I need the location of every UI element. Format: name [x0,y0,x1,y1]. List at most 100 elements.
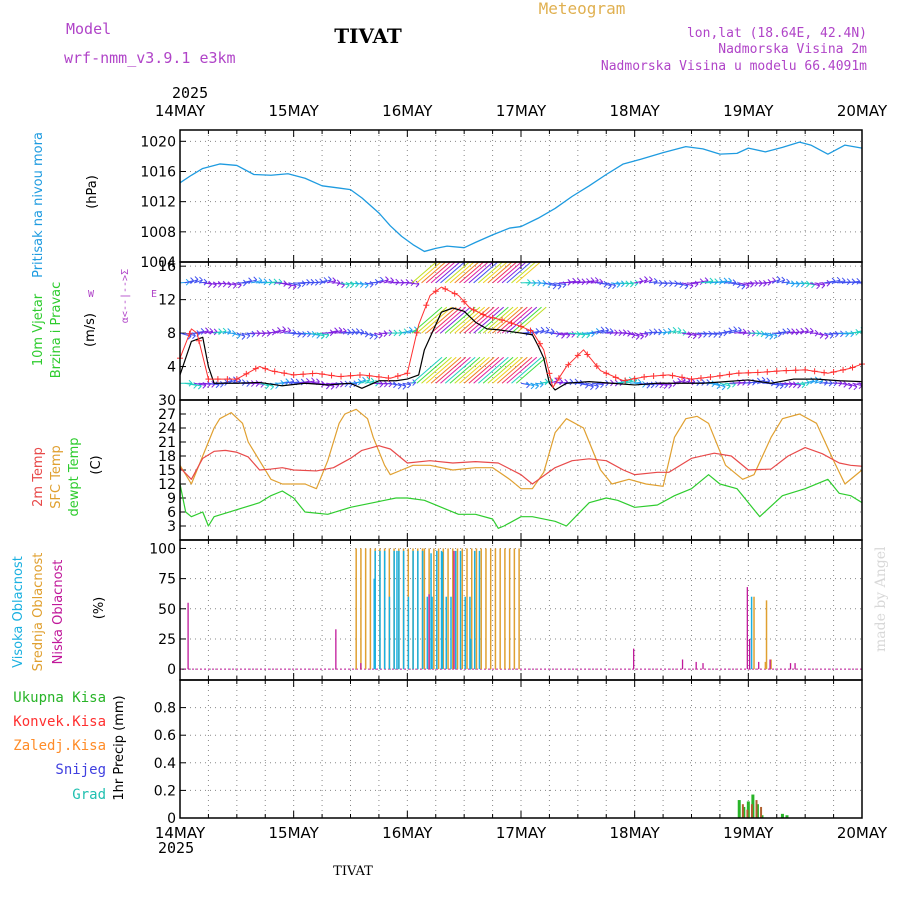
x-label-bottom: 16MAY [382,824,433,842]
wind-arrow [444,356,476,384]
wind-arrow-head [273,278,278,283]
wind-arrow [359,282,369,286]
wind-arrow [435,262,461,284]
wind-arrow-head [805,327,809,331]
wind-arrow [449,262,475,284]
wind-arrow-head [576,334,581,338]
wind-arrow-head [594,277,599,281]
wind-arrow-head [360,328,365,333]
wind-arrow-head [202,384,207,389]
wind-arrow [402,382,411,386]
wind-arrow-head [405,279,410,283]
wind-arrow [563,280,576,284]
wind-arrow [511,262,537,284]
precip-conv-bar [746,809,749,818]
precip-total-bar [785,815,789,818]
wind-arrow-head [603,280,608,285]
wind-arrow-head [719,278,723,282]
wind-arrow-head [649,329,653,333]
wind-arrow-head [846,278,851,283]
wind-arrow-head [306,278,310,283]
pressure-ytick-label: 1008 [140,225,176,241]
wind-arrow [364,332,373,337]
wind-arrow [326,280,336,284]
wind-arrow-head [400,279,405,283]
wind-arrow-head [650,384,655,389]
precip-ylabel: 1hr Precip (mm) [112,695,127,800]
x-label-bottom: 19MAY [723,824,774,842]
wind-arrow [454,356,486,384]
wind-arrow-head [625,283,630,288]
wind-arrow [715,280,728,284]
wind-arrow-head [355,328,360,332]
wind-arrow-head [662,328,667,333]
wind-arrow-head [791,283,795,288]
wind-arrow-head [668,384,672,389]
wind-arrow [790,331,800,334]
wind-arrow [696,332,707,335]
wind-arrow [596,329,609,334]
wind-arrow [781,281,790,284]
wind-arrow-head [607,285,612,290]
wind-arrow-head [532,282,536,287]
wind-arrow-head [689,285,694,290]
wind-arrow [501,356,533,384]
model-label: Model [66,20,111,38]
wind-arrow-head [251,333,256,338]
high-cloud-ylabel: Visoka Oblacnost [11,556,26,668]
wind-arrow-head [737,284,741,289]
wind-arrow [416,356,448,384]
wind-arrow [795,282,805,285]
x-label-top: 16MAY [382,102,433,120]
temp-unit: (C) [89,455,104,474]
wind-arrow-head [612,285,616,290]
wind-arrow [814,282,825,286]
wind-arrow-head [721,386,726,391]
clouds-ytick-label: 50 [158,602,176,618]
wind-arrow [620,379,633,384]
wind-arrow-head [698,335,702,339]
wind-arrow-head [246,383,251,387]
wind-arrow [767,332,778,337]
wind-arrow-head [218,328,222,332]
wind-arrow-head [704,277,709,281]
wind-arrow-head [706,379,711,383]
wind-arrow [809,379,819,384]
wind-arrow-head [397,385,402,390]
wind-arrow [317,279,328,284]
wind-arrow [823,332,834,336]
wind-arrow [771,278,781,284]
mid-cloud-ylabel: Srednja Oblacnost [31,553,46,672]
wind-arrow [231,282,242,286]
wind-arrow-head [714,278,719,282]
wind-arrow-head [853,386,858,391]
wind-arrow-head [187,335,192,340]
wind-arrow-head [637,378,642,383]
wind-arrow [625,282,634,285]
wind-arrow-head [791,328,795,333]
temperature-ytick-label: 3 [167,519,176,535]
dewpt-ylabel: dewpt Temp [67,437,82,516]
wind-arrow [184,280,194,284]
wind-arrow-head [362,376,366,381]
wind-arrow-head [819,335,824,339]
wind-arrow [184,382,197,386]
wind-unit: (m/s) [83,313,98,347]
wind-arrow [459,306,490,334]
wind-arrow-head [723,332,728,337]
wind-arrow-head [316,335,321,339]
wind-arrow-head [586,334,591,339]
wind-arrow-head [782,328,787,333]
wind-arrow-head [745,285,750,290]
wind-arrow-head [667,327,672,332]
wind-arrow-head [369,283,374,288]
wind-arrow-head [336,279,341,284]
wind-arrow-head [297,333,302,338]
wind-arrow-head [332,277,337,281]
wind-arrow-head [559,378,564,383]
wind-arrow-head [732,279,737,283]
wind-arrow-head [227,328,232,332]
clouds-ytick-label: 0 [167,662,176,678]
wind-arrow-head [379,383,384,388]
wind-arrow-head [287,327,292,331]
